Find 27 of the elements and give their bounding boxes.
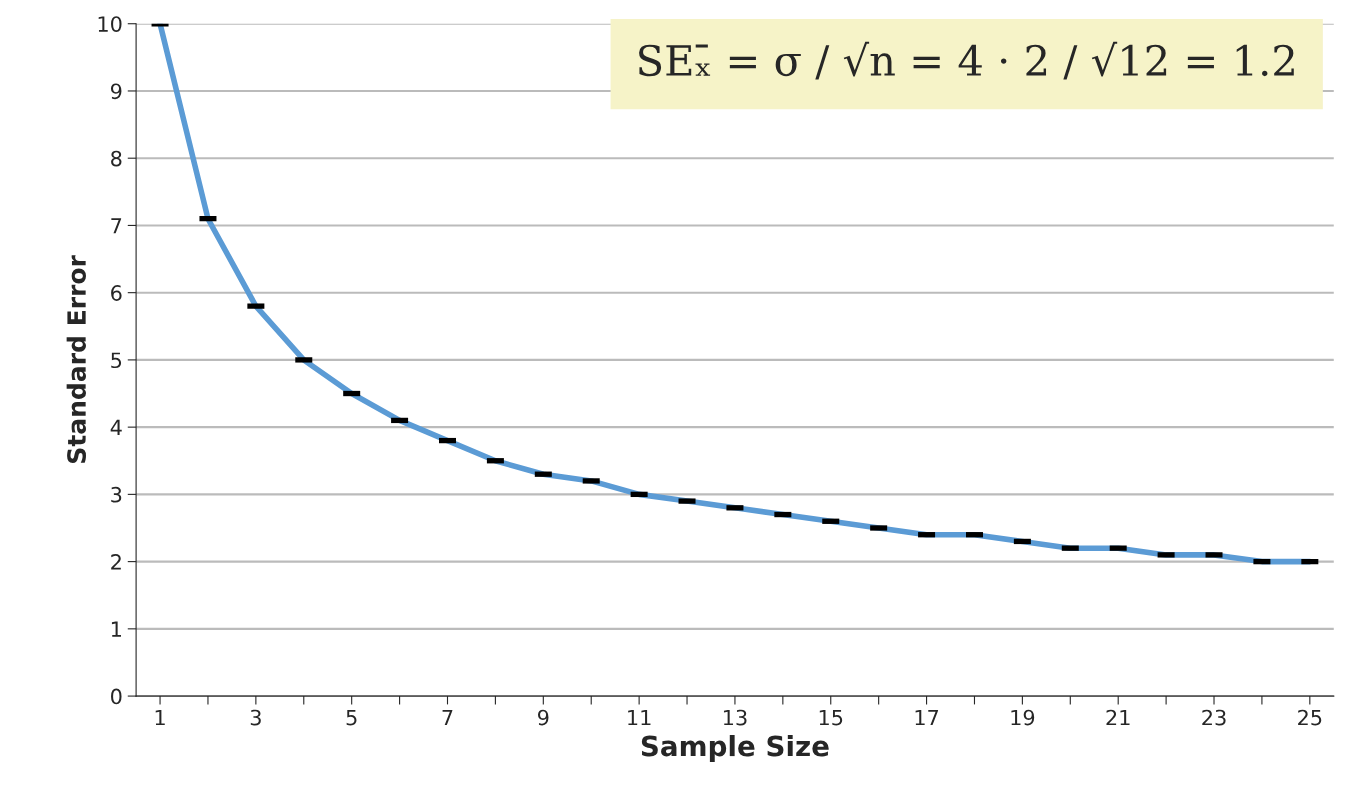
y-tick-label: 4 [110, 419, 122, 436]
y-tick-label: 8 [111, 150, 122, 167]
x-tick-label: 1 [155, 709, 165, 726]
x-tick-label: 21 [1106, 709, 1130, 726]
x-axis-title: Sample Size [641, 734, 829, 762]
y-tick-label: 10 [98, 16, 122, 32]
y-tick-label: 1 [111, 621, 121, 637]
x-tick-label: 17 [915, 709, 939, 726]
x-tick-label: 7 [442, 709, 453, 726]
x-tick-label: 11 [628, 709, 651, 726]
y-tick-label: 5 [111, 352, 122, 369]
y-tick-label: 7 [111, 218, 122, 234]
y-tick-label: 9 [110, 83, 122, 100]
y-tick-label: 2 [111, 554, 121, 570]
annotation: SEₓ̄ = σ / √n = 4 · 2 / √12 = 1.2 [639, 41, 1294, 80]
y-tick-label: 3 [111, 486, 122, 503]
y-axis-title: Standard Error [66, 255, 86, 463]
y-tick-label: 0 [111, 688, 122, 705]
x-tick-label: 13 [723, 709, 747, 726]
x-tick-label: 9 [538, 709, 549, 726]
x-tick-label: 25 [1298, 709, 1322, 726]
x-tick-label: 23 [1202, 709, 1226, 726]
x-tick-label: 15 [819, 709, 843, 726]
x-tick-label: 5 [346, 709, 357, 726]
x-tick-label: 19 [1011, 709, 1035, 726]
y-tick-label: 6 [111, 285, 122, 301]
x-tick-label: 3 [250, 709, 261, 726]
